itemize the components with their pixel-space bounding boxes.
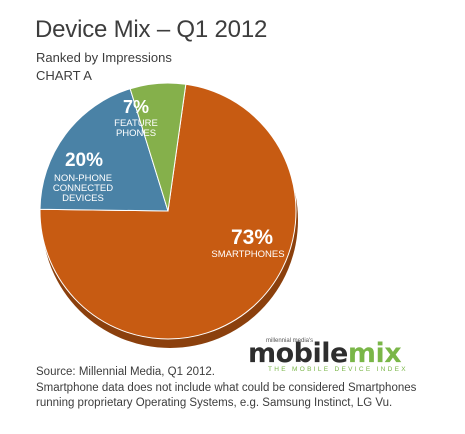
logo-tagline: THE MOBILE DEVICE INDEX — [268, 366, 408, 373]
slice-value-label: 73% — [231, 226, 273, 249]
pie-slice-feature-phones — [129, 82, 187, 212]
logo-word-mobile: mobile — [248, 338, 348, 369]
logo-word-mix: mix — [347, 338, 402, 369]
slice-category-label: PHONES — [116, 128, 156, 139]
chart-id-label: CHART A — [36, 68, 92, 83]
logo-wordmark: mobilemix — [248, 338, 402, 369]
slice-category-label: CONNECTED — [53, 183, 113, 194]
slice-category-label: NON-PHONE — [54, 173, 112, 184]
mobilemix-logo: millennial media's mobilemix THE MOBILE … — [248, 338, 448, 373]
slice-category-label: FEATURE — [114, 118, 158, 129]
slice-value-label: 7% — [123, 97, 149, 117]
source-note: Source: Millennial Media, Q1 2012. — [36, 366, 215, 378]
chart-subtitle: Ranked by Impressions — [36, 50, 172, 65]
slice-category-label: SMARTPHONES — [211, 249, 284, 260]
chart-title: Device Mix – Q1 2012 — [35, 16, 268, 43]
slice-value-label: 20% — [65, 150, 103, 171]
pie-slice-non-phone-connected-devices — [39, 88, 169, 212]
footnote: Smartphone data does not include what co… — [36, 382, 417, 409]
logo-top-text: millennial media's — [266, 338, 314, 344]
pie-slice-smartphones — [39, 83, 297, 340]
slice-category-label: DEVICES — [62, 193, 104, 204]
